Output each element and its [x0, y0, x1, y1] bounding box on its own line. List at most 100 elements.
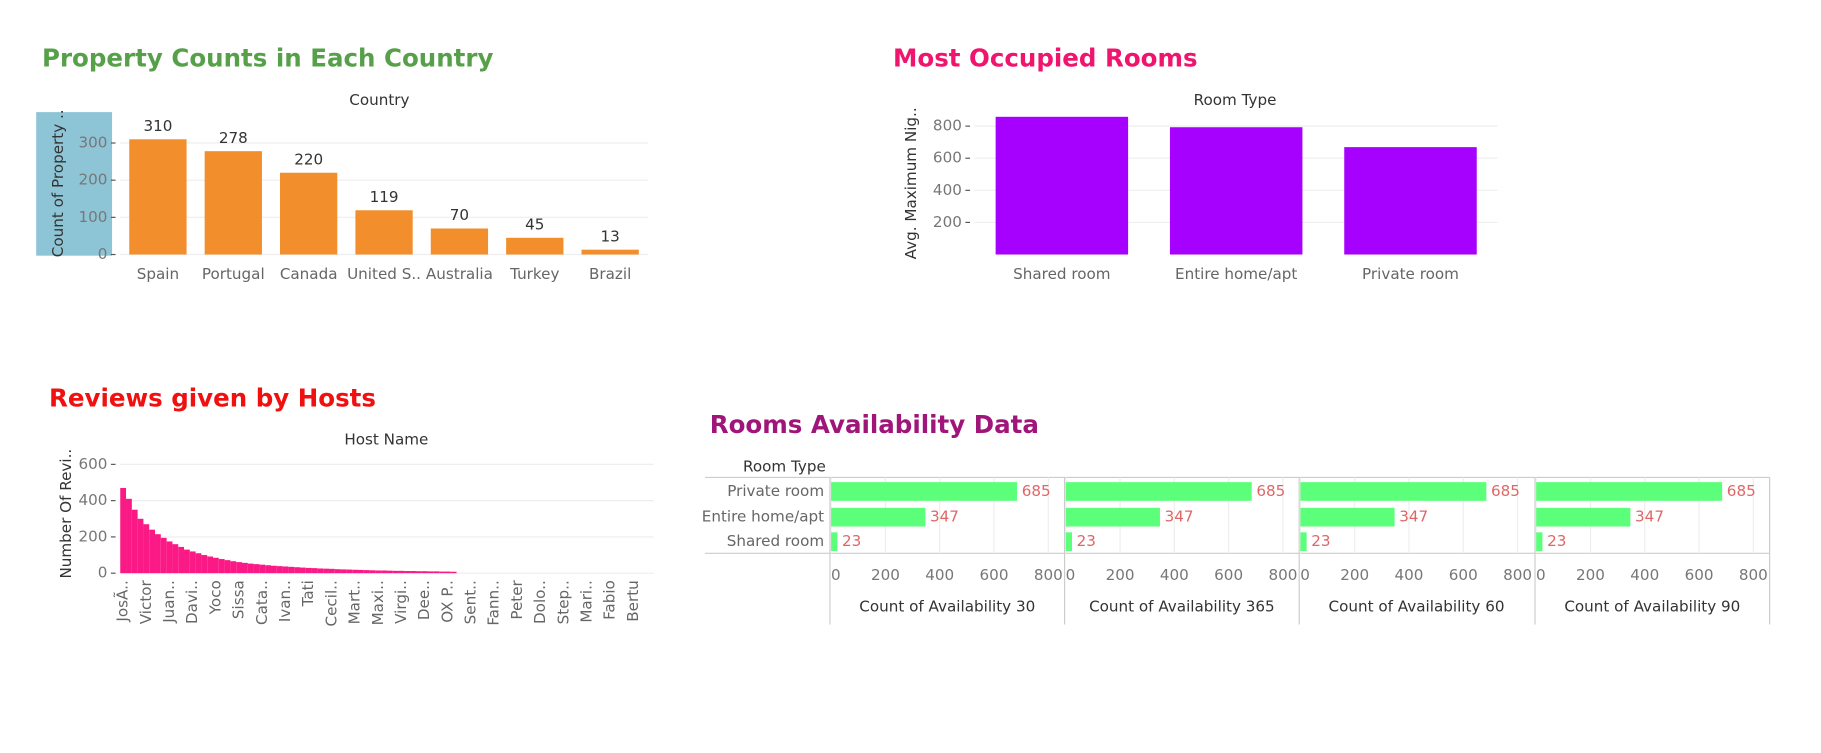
- y-tick-label: 200: [78, 527, 107, 545]
- x-tick-label: United S..: [347, 265, 421, 283]
- x-tick-label: 0: [1300, 566, 1310, 584]
- bar: [218, 559, 225, 574]
- bar: [288, 566, 295, 574]
- y-tick-label: 200: [933, 213, 962, 231]
- x-tick-label: Turkey: [509, 265, 559, 283]
- y-tick-label: 0: [98, 564, 108, 582]
- bar: [1536, 507, 1631, 527]
- x-tick-label: Australia: [426, 265, 493, 283]
- bar: [204, 151, 262, 255]
- bar: [352, 569, 358, 574]
- bar: [1065, 482, 1252, 501]
- x-tick-label: Dee..: [415, 580, 433, 620]
- x-tick-label: 0: [831, 566, 841, 584]
- x-tick-label: 400: [925, 566, 954, 584]
- x-tick-label: Victor: [137, 579, 155, 624]
- bar: [317, 568, 324, 574]
- x-tick-label: Davi..: [183, 580, 201, 624]
- bar: [831, 507, 926, 527]
- bar: [178, 546, 185, 574]
- bar: [276, 566, 283, 574]
- bar: [581, 249, 639, 255]
- bar: [369, 570, 376, 574]
- bar: [1300, 507, 1395, 527]
- bar: [311, 568, 318, 574]
- data-label: 347: [1399, 508, 1428, 526]
- bar: [1536, 532, 1543, 552]
- x-tick-label: Mari..: [578, 580, 596, 622]
- data-label: 119: [370, 188, 399, 206]
- x-tick-label: 200: [1106, 566, 1135, 584]
- x-tick-label: 600: [1685, 566, 1714, 584]
- bar: [433, 571, 440, 574]
- x-tick-label: 600: [1214, 566, 1243, 584]
- data-label: 70: [450, 206, 469, 224]
- bar: [280, 172, 338, 255]
- row-header: Room Type: [743, 457, 826, 475]
- bar: [415, 571, 422, 574]
- data-label: 23: [842, 532, 861, 550]
- x-tick-label: Fabio: [601, 580, 619, 620]
- x-tick-label: Bertu: [624, 580, 642, 622]
- data-label: 23: [1311, 532, 1330, 550]
- bar: [172, 544, 179, 574]
- x-tick-label: 800: [1268, 566, 1297, 584]
- x-tick-label: 200: [871, 566, 900, 584]
- bar: [404, 571, 411, 574]
- y-tick-label: 400: [933, 181, 962, 199]
- bar: [282, 566, 289, 574]
- y-tick-label: 200: [78, 171, 107, 189]
- bar: [1344, 147, 1477, 255]
- bar: [201, 555, 208, 574]
- data-label: 685: [1022, 482, 1051, 500]
- y-axis-title: Count of Property ..: [49, 109, 67, 257]
- bar: [247, 563, 254, 574]
- x-tick-label: Peter: [508, 579, 526, 619]
- data-label: 23: [1547, 532, 1566, 550]
- data-label: 278: [219, 129, 248, 147]
- bar: [166, 541, 173, 574]
- chart-title: Rooms Availability Data: [710, 410, 1039, 439]
- bar: [1065, 532, 1072, 552]
- x-tick-label: Yoco: [206, 580, 224, 615]
- y-tick-label: 600: [933, 149, 962, 167]
- bar: [1065, 507, 1160, 527]
- x-tick-label: Fann..: [485, 580, 503, 625]
- bar: [995, 116, 1129, 255]
- x-tick-label: 0: [1066, 566, 1076, 584]
- x-tick-label: Maxi..: [369, 580, 387, 625]
- bar: [427, 571, 434, 574]
- bar: [346, 569, 353, 574]
- data-label: 347: [1635, 508, 1664, 526]
- bar: [363, 570, 370, 574]
- x-tick-label: Ivan..: [276, 580, 294, 622]
- y-tick-label: 0: [98, 245, 108, 263]
- x-tick-label: 800: [1739, 566, 1768, 584]
- bar: [131, 509, 138, 574]
- x-tick-label: 400: [1394, 566, 1423, 584]
- bar: [149, 529, 156, 574]
- x-tick-label: Portugal: [202, 265, 265, 283]
- bar: [143, 524, 150, 574]
- bar: [831, 482, 1018, 501]
- x-tick-label: OX P..: [438, 580, 456, 623]
- x-tick-label: 800: [1034, 566, 1063, 584]
- y-tick-label: 600: [78, 455, 107, 473]
- row-label: Private room: [727, 482, 824, 500]
- bar: [195, 553, 202, 574]
- bar: [355, 210, 413, 255]
- data-label: 347: [930, 508, 959, 526]
- data-label: 347: [1165, 508, 1194, 526]
- x-tick-label: 400: [1630, 566, 1659, 584]
- bar: [323, 568, 329, 574]
- column-header: Country: [349, 91, 409, 109]
- x-tick-label: 200: [1576, 566, 1605, 584]
- x-tick-label: Brazil: [589, 265, 631, 283]
- x-tick-label: Spain: [137, 265, 179, 283]
- y-axis-title: Avg. Maximum Nig..: [902, 107, 920, 259]
- bar: [410, 571, 416, 574]
- bar: [430, 228, 489, 255]
- bar: [253, 564, 260, 574]
- data-label: 220: [294, 150, 323, 168]
